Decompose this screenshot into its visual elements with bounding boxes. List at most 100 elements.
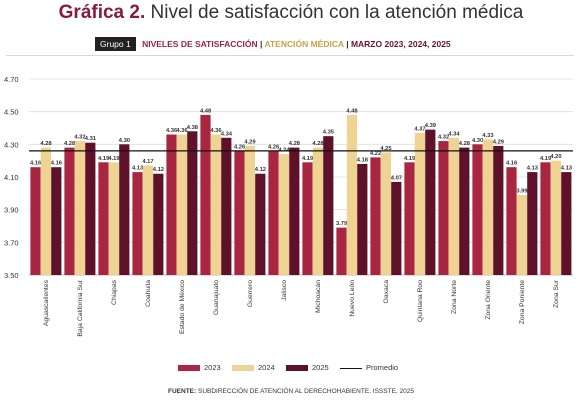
data-label: 4.20 xyxy=(550,154,561,160)
data-label: 4.19 xyxy=(404,156,416,162)
bar-2025 xyxy=(391,181,402,275)
legend-average-line xyxy=(340,367,362,369)
legend-label-2023: 2023 xyxy=(204,363,221,372)
y-tick-label: 3.70 xyxy=(4,238,19,247)
data-label: 4.34 xyxy=(221,131,233,137)
y-tick-label: 3.50 xyxy=(4,271,19,280)
data-label: 4.35 xyxy=(323,130,335,136)
bar-2024 xyxy=(176,134,187,275)
x-tick-label: Jalisco xyxy=(281,280,288,301)
chart-title: Gráfica 2. Nivel de satisfacción con la … xyxy=(0,2,582,24)
y-tick-label: 4.50 xyxy=(4,108,19,117)
bar-2023 xyxy=(404,162,415,275)
data-label: 4.22 xyxy=(370,151,381,157)
data-label: 4.19 xyxy=(98,156,110,162)
bar-2025 xyxy=(561,172,572,275)
subtitle-levels: NIVELES DE SATISFACCIÓN xyxy=(142,39,258,49)
legend-label-2024: 2024 xyxy=(258,363,275,372)
data-label: 4.32 xyxy=(74,135,85,141)
x-tick-label: Estado de México xyxy=(179,280,186,334)
data-label: 4.17 xyxy=(142,159,153,165)
x-tick-label: Zona Norte xyxy=(451,280,458,314)
data-label: 4.36 xyxy=(176,128,188,134)
data-label: 4.29 xyxy=(244,139,256,145)
data-label: 4.16 xyxy=(30,161,42,167)
source-note: FUENTE: SUBDIRECCIÓN DE ATENCIÓN AL DERE… xyxy=(0,388,582,395)
subtitle-period: MARZO 2023, 2024, 2025 xyxy=(350,39,451,49)
data-label: 4.07 xyxy=(391,175,402,181)
data-label: 4.12 xyxy=(255,167,266,173)
bar-2024 xyxy=(414,132,425,275)
legend-item-2023: 2023 xyxy=(178,363,221,372)
bar-2025 xyxy=(493,145,504,275)
bar-2023 xyxy=(200,114,211,275)
chart-title-text: Nivel de satisfacción con la atención mé… xyxy=(150,2,524,23)
bar-2025 xyxy=(289,147,300,275)
data-label: 3.99 xyxy=(516,188,528,194)
data-label: 4.28 xyxy=(64,141,76,147)
legend-swatch-2024 xyxy=(232,365,254,372)
x-tick-label: Zona Poniente xyxy=(519,280,526,324)
bar-2023 xyxy=(268,150,279,275)
data-label: 4.16 xyxy=(51,161,63,167)
bar-2025 xyxy=(527,172,538,275)
bar-2024 xyxy=(516,194,527,275)
data-label: 4.16 xyxy=(506,161,518,167)
subtitle-medical-care: ATENCIÓN MÉDICA xyxy=(264,39,344,49)
data-label: 4.30 xyxy=(472,138,483,144)
x-tick-label: Zona Oriente xyxy=(485,280,492,320)
bar-2023 xyxy=(234,150,245,275)
source-label: FUENTE: xyxy=(168,388,197,395)
bar-2024 xyxy=(74,141,85,275)
bar-2023 xyxy=(132,172,143,275)
data-label: 4.29 xyxy=(493,139,505,145)
bar-2024 xyxy=(142,165,153,275)
data-label: 4.13 xyxy=(527,166,539,172)
chart-title-number: Gráfica 2. xyxy=(58,2,146,23)
bar-2024 xyxy=(312,147,323,275)
x-tick-label: Oaxaca xyxy=(383,280,390,304)
bar-2024 xyxy=(278,154,289,275)
chart-legend: 2023 2024 2025 Promedio xyxy=(0,363,582,375)
bar-2024 xyxy=(448,137,459,275)
bar-chart: 3.50 3.70 3.90 4.10 4.30 4.50 4.70 4.16 4.28 4.16… xyxy=(4,75,573,337)
data-label: 4.33 xyxy=(482,133,494,139)
bar-2023 xyxy=(98,162,109,275)
data-label: 4.36 xyxy=(166,128,178,134)
bar-2024 xyxy=(380,152,391,275)
legend-label-average: Promedio xyxy=(366,363,399,372)
data-label: 4.28 xyxy=(312,141,324,147)
bar-2023 xyxy=(302,162,313,275)
x-tick-label: Quintana Roo xyxy=(417,280,424,322)
source-text: SUBDIRECCIÓN DE ATENCIÓN AL DERECHOHABIE… xyxy=(197,388,414,395)
data-label: 4.26 xyxy=(268,144,280,150)
bar-2025 xyxy=(221,137,232,275)
x-tick-label: Guanajuato xyxy=(213,280,220,315)
x-tick-label: Aguascalientes xyxy=(43,279,50,326)
bar-2023 xyxy=(506,167,517,275)
bar-2025 xyxy=(323,136,334,275)
data-label: 4.26 xyxy=(234,144,246,150)
legend-item-2024: 2024 xyxy=(232,363,275,372)
x-tick-label: Zona Sur xyxy=(553,279,560,308)
data-label: 4.30 xyxy=(119,138,130,144)
data-label: 4.28 xyxy=(40,141,52,147)
bar-2024 xyxy=(550,160,561,275)
x-tick-label: Chiapas xyxy=(111,279,118,305)
data-label: 4.31 xyxy=(85,136,97,142)
group-badge: Grupo 1 xyxy=(95,37,136,51)
header-divider xyxy=(6,55,574,56)
bar-2025 xyxy=(425,129,436,275)
data-label: 4.36 xyxy=(210,128,222,134)
bar-2023 xyxy=(336,227,347,275)
y-tick-label: 4.10 xyxy=(4,173,19,182)
data-label: 4.37 xyxy=(414,126,425,132)
bar-2025 xyxy=(153,173,164,275)
y-tick-label: 3.90 xyxy=(4,206,19,215)
bar-2023 xyxy=(472,144,483,275)
bar-2025 xyxy=(187,131,198,275)
data-label: 4.38 xyxy=(187,125,199,131)
bar-2024 xyxy=(346,114,357,275)
data-label: 4.48 xyxy=(200,108,212,114)
data-label: 4.12 xyxy=(153,167,164,173)
